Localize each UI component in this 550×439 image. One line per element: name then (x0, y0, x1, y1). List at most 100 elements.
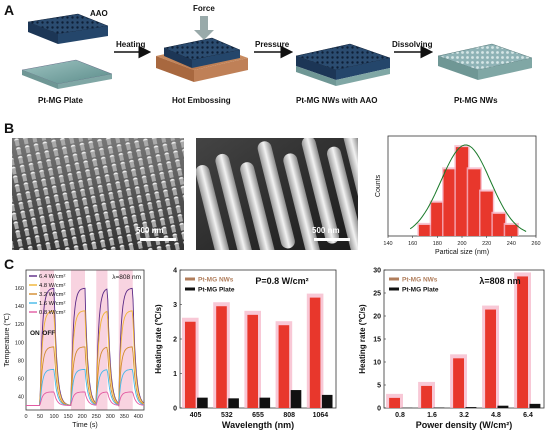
histogram-bar (431, 202, 444, 236)
bar-y-tick-label: 15 (373, 337, 381, 344)
temperature-x-tick-label: 400 (134, 414, 143, 420)
bar-pt-mg-nws (389, 397, 400, 408)
bar-pt-mg-plate (529, 403, 541, 408)
bar-pt-mg-nws (453, 358, 464, 408)
bar-y-tick-label: 25 (373, 291, 381, 298)
temperature-y-tick-label: 160 (15, 286, 24, 292)
temperature-x-tick-label: 300 (106, 414, 115, 420)
temperature-x-label: Time (s) (72, 422, 97, 429)
legend-entry-plate: Pt-MG Plate (402, 287, 439, 294)
temperature-x-tick-label: 50 (37, 414, 43, 420)
bar-y-label: Heating rate (℃/s) (358, 304, 367, 374)
legend-entry-nws: Pt-MG NWs (198, 277, 234, 284)
histogram-x-tick-label: 240 (507, 241, 516, 247)
bar-pt-mg-nws (309, 297, 321, 408)
bar-x-label: Power density (W/cm²) (416, 420, 513, 430)
temperature-series-line (26, 310, 145, 406)
bar-y-tick-label: 10 (373, 360, 381, 367)
histogram-bar (480, 191, 493, 236)
label-hot-embossing: Hot Embossing (172, 96, 231, 105)
panel-letter-b: B (4, 120, 15, 136)
sem-scale-bar-1: 500 nm (136, 226, 164, 235)
histogram-x-tick-label: 200 (457, 241, 466, 247)
sem-scale-bar-2: 500 nm (312, 226, 340, 235)
temperature-series-line (26, 391, 145, 407)
label-pt-mg-nws: Pt-MG NWs (454, 96, 498, 105)
bar-y-tick-label: 4 (173, 268, 177, 275)
temperature-frame (25, 269, 145, 411)
temperature-series-line (26, 287, 145, 406)
gaussian-fit-curve (409, 144, 527, 232)
bar-pt-mg-plate (465, 407, 477, 408)
bar-x-tick-label: 655 (252, 412, 264, 419)
temperature-x-tick-label: 250 (92, 414, 101, 420)
histogram-bar (492, 213, 506, 236)
sem-nanowire-field (12, 138, 184, 250)
label-force: Force (193, 4, 215, 13)
histogram-x-tick-label: 220 (482, 241, 491, 247)
bar-pt-mg-plate (497, 405, 509, 408)
bar-pt-mg-nws (216, 306, 227, 408)
step-aao-and-plate (21, 13, 113, 89)
temperature-y-tick-label: 140 (15, 304, 24, 310)
legend-entry: 0.8 W/cm² (39, 310, 65, 316)
sem-nanowire-closeup (196, 138, 358, 250)
step-hot-embossing (156, 16, 248, 82)
histogram-x-tick-label: 140 (383, 241, 392, 247)
bar-chart-title: λ=808 nm (479, 276, 520, 286)
bar-pt-mg-plate (259, 397, 271, 408)
bar-pt-mg-nws (278, 325, 290, 408)
arrow-label-dissolving: Dissolving (392, 40, 433, 49)
histogram-bar (505, 224, 518, 236)
bar-y-tick-label: 0 (173, 406, 177, 413)
bar-y-tick-label: 0 (377, 406, 381, 413)
step-nws-with-aao (295, 43, 391, 86)
bar-y-tick-label: 3 (173, 302, 177, 309)
histogram-bar (455, 147, 469, 236)
legend-entry: 4.8 W/cm² (39, 283, 65, 289)
temperature-y-tick-label: 60 (18, 376, 24, 382)
temperature-x-tick-label: 150 (64, 414, 73, 420)
bar-y-label: Heating rate (℃/s) (154, 304, 163, 374)
process-schematic (21, 13, 533, 89)
temperature-series-line (26, 346, 145, 408)
histogram-y-label: Counts (375, 174, 382, 197)
off-label: OFF (42, 330, 55, 337)
bar-pt-mg-nws (184, 321, 196, 408)
legend-entry-nws: Pt-MG NWs (402, 277, 438, 284)
bar-x-tick-label: 1064 (313, 412, 329, 419)
laser-on-band (40, 270, 55, 410)
temperature-y-tick-label: 80 (18, 358, 24, 364)
temperature-y-tick-label: 100 (15, 340, 24, 346)
bar-pt-mg-nws (517, 276, 528, 408)
arrow-label-pressure: Pressure (255, 40, 290, 49)
temperature-y-label: Temperature (℃) (4, 313, 11, 367)
bar-x-tick-label: 532 (221, 412, 233, 419)
bar-chart-title: P=0.8 W/cm² (255, 276, 308, 286)
bar-pt-mg-plate (228, 398, 239, 408)
histogram-x-tick-label: 180 (433, 241, 442, 247)
legend-entry: 3.2 W/cm² (39, 292, 65, 298)
bar-y-tick-label: 5 (377, 383, 381, 390)
bar-x-tick-label: 0.8 (395, 412, 405, 419)
arrow-label-heating: Heating (116, 40, 146, 49)
histogram-bar (468, 169, 481, 236)
label-nws-with-aao: Pt-MG NWs with AAO (296, 96, 378, 105)
bar-pt-mg-plate (197, 397, 208, 408)
bar-pt-mg-nws (485, 309, 496, 408)
panel-letter-c: C (4, 256, 15, 272)
on-label: ON (30, 330, 40, 337)
wavelength-heating-chart: 405 532 655 808 1064 0 1 2 3 4 Wavelength (nm) Heat… (154, 268, 337, 430)
label-aao: AAO (90, 9, 108, 18)
bar-y-tick-label: 2 (173, 337, 177, 344)
bar-y-tick-label: 30 (373, 268, 381, 275)
label-pt-mg-plate: Pt-MG Plate (38, 96, 83, 105)
temperature-x-tick-label: 350 (120, 414, 129, 420)
bar-pt-mg-plate (290, 390, 302, 408)
bar-pt-mg-nws (247, 314, 258, 408)
temperature-time-chart: 0 50 100 150 200 250 300 350 400 40 60 80 100 120 140 1… (4, 269, 145, 429)
laser-on-band (96, 270, 108, 410)
temperature-x-tick-label: 200 (78, 414, 87, 420)
sem-image-closeup: 500 nm (196, 138, 358, 250)
bar-x-tick-label: 4.8 (491, 412, 501, 419)
